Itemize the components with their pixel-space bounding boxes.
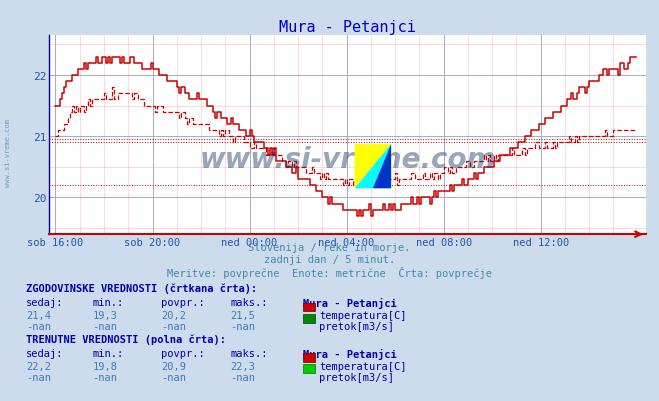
Text: Mura - Petanjci: Mura - Petanjci xyxy=(303,348,397,359)
Text: -nan: -nan xyxy=(161,372,186,382)
Polygon shape xyxy=(355,145,391,189)
Text: 22,3: 22,3 xyxy=(231,361,256,371)
Text: 19,3: 19,3 xyxy=(92,310,117,320)
Text: -nan: -nan xyxy=(26,372,51,382)
Text: zadnji dan / 5 minut.: zadnji dan / 5 minut. xyxy=(264,255,395,265)
Text: povpr.:: povpr.: xyxy=(161,348,205,358)
Text: 20,9: 20,9 xyxy=(161,361,186,371)
Text: sedaj:: sedaj: xyxy=(26,348,64,358)
Text: www.si-vreme.com: www.si-vreme.com xyxy=(200,145,496,173)
Text: povpr.:: povpr.: xyxy=(161,298,205,308)
Text: www.si-vreme.com: www.si-vreme.com xyxy=(5,118,11,186)
Text: maks.:: maks.: xyxy=(231,348,268,358)
Text: pretok[m3/s]: pretok[m3/s] xyxy=(319,322,394,332)
Text: min.:: min.: xyxy=(92,348,123,358)
Text: ZGODOVINSKE VREDNOSTI (črtkana črta):: ZGODOVINSKE VREDNOSTI (črtkana črta): xyxy=(26,283,258,293)
Text: 21,5: 21,5 xyxy=(231,310,256,320)
Text: -nan: -nan xyxy=(92,372,117,382)
Text: temperatura[C]: temperatura[C] xyxy=(319,310,407,320)
Text: 20,2: 20,2 xyxy=(161,310,186,320)
Text: -nan: -nan xyxy=(231,372,256,382)
Text: -nan: -nan xyxy=(92,322,117,332)
Title: Mura - Petanjci: Mura - Petanjci xyxy=(279,20,416,35)
Text: 22,2: 22,2 xyxy=(26,361,51,371)
Text: maks.:: maks.: xyxy=(231,298,268,308)
Polygon shape xyxy=(355,145,391,189)
Text: Mura - Petanjci: Mura - Petanjci xyxy=(303,298,397,308)
Polygon shape xyxy=(373,145,391,189)
Text: TRENUTNE VREDNOSTI (polna črta):: TRENUTNE VREDNOSTI (polna črta): xyxy=(26,334,226,344)
Text: -nan: -nan xyxy=(231,322,256,332)
Text: min.:: min.: xyxy=(92,298,123,308)
Text: sedaj:: sedaj: xyxy=(26,298,64,308)
Text: Slovenija / reke in morje.: Slovenija / reke in morje. xyxy=(248,243,411,253)
Text: 21,4: 21,4 xyxy=(26,310,51,320)
Text: 19,8: 19,8 xyxy=(92,361,117,371)
Text: -nan: -nan xyxy=(26,322,51,332)
Text: temperatura[C]: temperatura[C] xyxy=(319,361,407,371)
Text: -nan: -nan xyxy=(161,322,186,332)
Text: pretok[m3/s]: pretok[m3/s] xyxy=(319,372,394,382)
Text: Meritve: povprečne  Enote: metrične  Črta: povprečje: Meritve: povprečne Enote: metrične Črta:… xyxy=(167,267,492,279)
